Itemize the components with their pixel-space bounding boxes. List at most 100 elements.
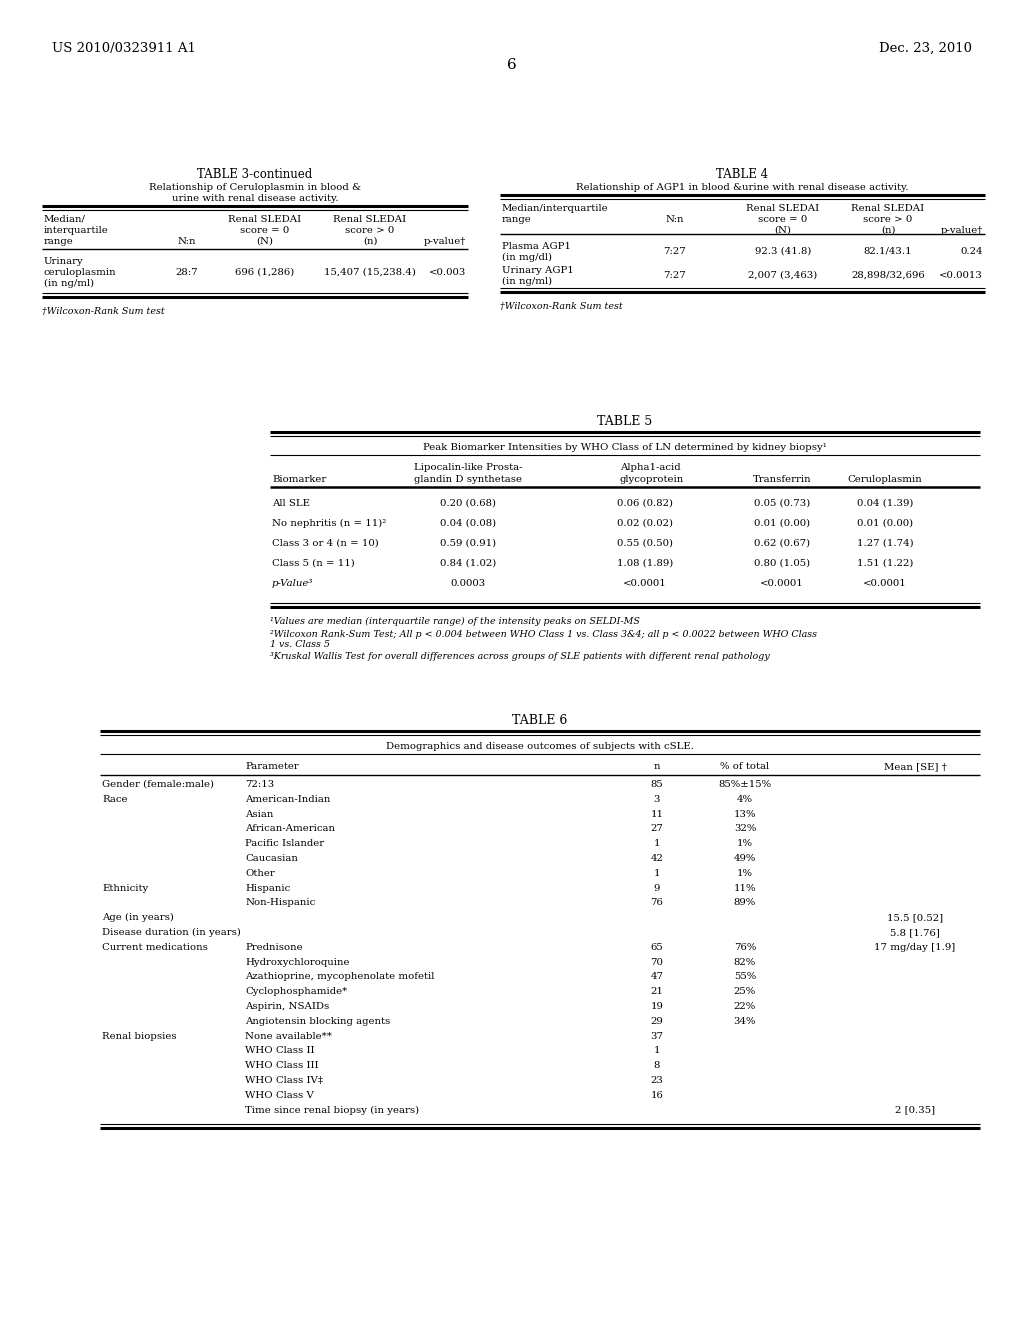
Text: ¹Values are median (interquartile range) of the intensity peaks on SELDI-MS: ¹Values are median (interquartile range)… [270,616,640,626]
Text: †Wilcoxon-Rank Sum test: †Wilcoxon-Rank Sum test [500,302,623,312]
Text: 0.0003: 0.0003 [451,579,485,587]
Text: Other: Other [245,869,274,878]
Text: 1.51 (1.22): 1.51 (1.22) [857,558,913,568]
Text: 1: 1 [653,1047,660,1056]
Text: ³Kruskal Wallis Test for overall differences across groups of SLE patients with : ³Kruskal Wallis Test for overall differe… [270,652,770,661]
Text: Class 5 (n = 11): Class 5 (n = 11) [272,558,354,568]
Text: Caucasian: Caucasian [245,854,298,863]
Text: 70: 70 [650,957,664,966]
Text: (n): (n) [881,226,895,235]
Text: Hydroxychloroquine: Hydroxychloroquine [245,957,349,966]
Text: 65: 65 [650,942,664,952]
Text: 15,407 (15,238.4): 15,407 (15,238.4) [324,268,416,277]
Text: range: range [44,238,74,246]
Text: 19: 19 [650,1002,664,1011]
Text: 696 (1,286): 696 (1,286) [236,268,295,277]
Text: Asian: Asian [245,809,273,818]
Text: 1.08 (1.89): 1.08 (1.89) [616,558,673,568]
Text: 34%: 34% [734,1016,757,1026]
Text: WHO Class IV‡: WHO Class IV‡ [245,1076,323,1085]
Text: Relationship of Ceruloplasmin in blood &: Relationship of Ceruloplasmin in blood & [150,183,361,191]
Text: WHO Class II: WHO Class II [245,1047,314,1056]
Text: N:n: N:n [178,238,197,246]
Text: African-American: African-American [245,825,335,833]
Text: 82.1/43.1: 82.1/43.1 [863,247,912,256]
Text: Peak Biomarker Intensities by WHO Class of LN determined by kidney biopsy¹: Peak Biomarker Intensities by WHO Class … [423,444,827,451]
Text: WHO Class III: WHO Class III [245,1061,318,1071]
Text: Race: Race [102,795,128,804]
Text: range: range [502,215,531,224]
Text: 7:27: 7:27 [664,271,686,280]
Text: 16: 16 [650,1090,664,1100]
Text: Renal SLEDAI: Renal SLEDAI [851,205,925,213]
Text: 0.84 (1.02): 0.84 (1.02) [440,558,496,568]
Text: 28,898/32,696: 28,898/32,696 [851,271,925,280]
Text: 92.3 (41.8): 92.3 (41.8) [755,247,811,256]
Text: interquartile: interquartile [44,226,109,235]
Text: 22%: 22% [734,1002,756,1011]
Text: 0.62 (0.67): 0.62 (0.67) [754,539,810,548]
Text: p-value†: p-value† [941,226,983,235]
Text: Dec. 23, 2010: Dec. 23, 2010 [879,42,972,55]
Text: (N): (N) [774,226,792,235]
Text: None available**: None available** [245,1032,332,1040]
Text: 0.01 (0.00): 0.01 (0.00) [857,519,913,528]
Text: Azathioprine, mycophenolate mofetil: Azathioprine, mycophenolate mofetil [245,973,434,981]
Text: 23: 23 [650,1076,664,1085]
Text: 47: 47 [650,973,664,981]
Text: (in ng/ml): (in ng/ml) [502,277,552,286]
Text: 32%: 32% [734,825,756,833]
Text: 27: 27 [650,825,664,833]
Text: 3: 3 [653,795,660,804]
Text: score > 0: score > 0 [863,215,912,224]
Text: Time since renal biopsy (in years): Time since renal biopsy (in years) [245,1106,419,1114]
Text: 4%: 4% [737,795,753,804]
Text: Median/: Median/ [44,215,86,224]
Text: American-Indian: American-Indian [245,795,331,804]
Text: <0.0001: <0.0001 [760,579,804,587]
Text: 11: 11 [650,809,664,818]
Text: (N): (N) [256,238,273,246]
Text: Biomarker: Biomarker [272,475,327,484]
Text: Ethnicity: Ethnicity [102,883,148,892]
Text: Renal SLEDAI: Renal SLEDAI [228,215,301,224]
Text: 11%: 11% [734,883,757,892]
Text: 6: 6 [507,58,517,73]
Text: p-value†: p-value† [424,238,466,246]
Text: Renal biopsies: Renal biopsies [102,1032,176,1040]
Text: <0.0001: <0.0001 [863,579,907,587]
Text: 28:7: 28:7 [176,268,199,277]
Text: Plasma AGP1: Plasma AGP1 [502,242,570,251]
Text: Aspirin, NSAIDs: Aspirin, NSAIDs [245,1002,330,1011]
Text: 1: 1 [653,840,660,849]
Text: Hispanic: Hispanic [245,883,290,892]
Text: Urinary AGP1: Urinary AGP1 [502,267,573,275]
Text: (in ng/ml): (in ng/ml) [44,279,94,288]
Text: <0.003: <0.003 [429,268,466,277]
Text: 25%: 25% [734,987,756,997]
Text: <0.0013: <0.0013 [939,271,983,280]
Text: 0.04 (1.39): 0.04 (1.39) [857,499,913,508]
Text: 0.55 (0.50): 0.55 (0.50) [617,539,673,548]
Text: glycoprotein: glycoprotein [620,475,684,484]
Text: n: n [653,762,660,771]
Text: 76: 76 [650,899,664,907]
Text: 0.01 (0.00): 0.01 (0.00) [754,519,810,528]
Text: 1%: 1% [737,840,753,849]
Text: US 2010/0323911 A1: US 2010/0323911 A1 [52,42,196,55]
Text: 85%±15%: 85%±15% [719,780,771,789]
Text: All SLE: All SLE [272,499,310,508]
Text: Age (in years): Age (in years) [102,913,174,923]
Text: urine with renal disease activity.: urine with renal disease activity. [172,194,338,203]
Text: score = 0: score = 0 [759,215,808,224]
Text: Disease duration (in years): Disease duration (in years) [102,928,241,937]
Text: 0.80 (1.05): 0.80 (1.05) [754,558,810,568]
Text: 76%: 76% [734,942,756,952]
Text: TABLE 6: TABLE 6 [512,714,567,727]
Text: 1: 1 [653,869,660,878]
Text: 89%: 89% [734,899,756,907]
Text: 2 [0.35]: 2 [0.35] [895,1106,935,1114]
Text: Demographics and disease outcomes of subjects with cSLE.: Demographics and disease outcomes of sub… [386,742,694,751]
Text: Urinary: Urinary [44,257,84,267]
Text: 8: 8 [653,1061,660,1071]
